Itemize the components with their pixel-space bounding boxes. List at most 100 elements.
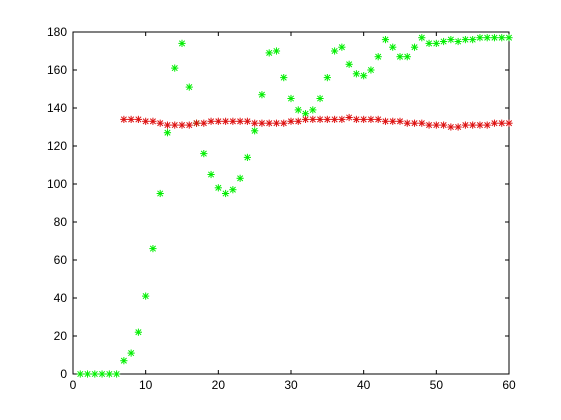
series-2-point	[134, 115, 142, 123]
series-2-point	[258, 119, 266, 127]
series-2-point	[440, 121, 448, 129]
series-1-point	[403, 53, 411, 61]
series-1-point	[258, 91, 266, 99]
series-1-point	[265, 49, 273, 57]
series-2-point	[338, 115, 346, 123]
series-1-point	[469, 36, 477, 44]
series-2-point	[200, 119, 208, 127]
series-2-point	[287, 117, 295, 125]
series-1-point	[200, 150, 208, 158]
y-tick-label: 140	[47, 101, 67, 115]
series-1-point	[447, 36, 455, 44]
series-1-point	[222, 189, 230, 198]
series-2-point	[389, 117, 397, 125]
series-1-point	[374, 53, 382, 61]
series-2-point	[280, 119, 288, 127]
series-1-point	[287, 94, 295, 103]
series-1-point	[461, 36, 469, 44]
x-tick-label: 10	[139, 378, 153, 392]
series-2-point	[490, 119, 499, 127]
y-tick-label: 100	[47, 177, 67, 191]
series-2-point	[381, 117, 390, 125]
series-2-point	[410, 119, 419, 127]
y-tick-label: 40	[54, 291, 68, 305]
series-2-point	[432, 121, 440, 129]
series-1-point	[149, 245, 157, 253]
series-2-point	[185, 121, 193, 129]
series-2-point	[425, 121, 433, 129]
series-2-point	[331, 115, 339, 123]
y-tick-label: 160	[47, 63, 67, 77]
series-1-point	[163, 129, 172, 137]
series-2-point	[352, 115, 360, 123]
series-1-point	[120, 357, 128, 365]
series-1-point	[236, 174, 244, 182]
series-1-point	[113, 370, 121, 378]
series-1-point	[498, 34, 506, 42]
series-1-point	[345, 60, 353, 68]
series-1-point	[294, 106, 302, 114]
series-1-point	[425, 39, 433, 47]
series-2-point	[323, 115, 331, 123]
series-1-point	[83, 370, 92, 378]
series-1-point	[440, 37, 448, 46]
series-1-point	[171, 64, 179, 72]
series-1-point	[367, 66, 375, 74]
series-1-point	[483, 34, 491, 42]
series-2-point	[483, 121, 491, 129]
series-2-point	[178, 121, 186, 129]
series-1-point	[338, 43, 346, 51]
plot-area	[72, 31, 510, 375]
series-1-point	[316, 94, 324, 103]
series-1-point	[105, 370, 113, 378]
series-1-point	[207, 170, 215, 179]
series-1-point	[389, 43, 397, 51]
series-1-point	[381, 36, 390, 44]
series-1-point	[91, 370, 99, 378]
x-tick-label: 30	[284, 378, 298, 392]
series-2-point	[316, 115, 324, 123]
series-1-point	[352, 70, 360, 78]
series-2-point	[301, 115, 310, 123]
series-2-point	[192, 119, 201, 127]
x-tick-label: 0	[70, 378, 77, 392]
series-1-point	[360, 72, 368, 80]
series-2-point	[243, 117, 251, 125]
series-1-point	[410, 43, 419, 51]
series-2-point	[498, 119, 506, 127]
series-2-point	[229, 117, 237, 125]
series-1-point	[476, 34, 484, 42]
series-2-point	[236, 117, 244, 125]
series-2-point	[360, 115, 368, 123]
series-1-point	[432, 39, 440, 47]
series-2-point	[214, 117, 222, 125]
series-1-point	[76, 370, 84, 378]
series-2-point	[265, 119, 273, 127]
series-2-point	[476, 121, 484, 129]
x-tick-label: 60	[502, 378, 516, 392]
series-2-point	[142, 117, 150, 125]
series-2-point	[272, 119, 281, 127]
series-2-point	[418, 119, 426, 127]
series-2-point	[309, 115, 317, 123]
series-2-point	[171, 121, 179, 129]
series-2-point	[345, 113, 353, 122]
series-1-point	[127, 349, 135, 357]
series-1-point	[505, 34, 513, 42]
series-1-point	[490, 34, 499, 42]
series-2-point	[447, 123, 455, 131]
x-tick-label: 50	[430, 378, 444, 392]
series-2-point	[156, 119, 164, 127]
series-1-point	[98, 370, 106, 378]
series-2-point	[505, 119, 513, 127]
series-1-point	[280, 74, 288, 82]
series-1-point	[323, 74, 331, 82]
series-1-point	[214, 184, 222, 192]
series-1-point	[396, 53, 404, 61]
series-1-point	[243, 153, 251, 161]
series-1-point	[251, 127, 259, 135]
y-tick-labels: 0 20 40 60 80 100 120 140 160 180	[47, 25, 67, 381]
y-tick-label: 0	[60, 367, 67, 381]
series-2-point	[461, 121, 469, 129]
